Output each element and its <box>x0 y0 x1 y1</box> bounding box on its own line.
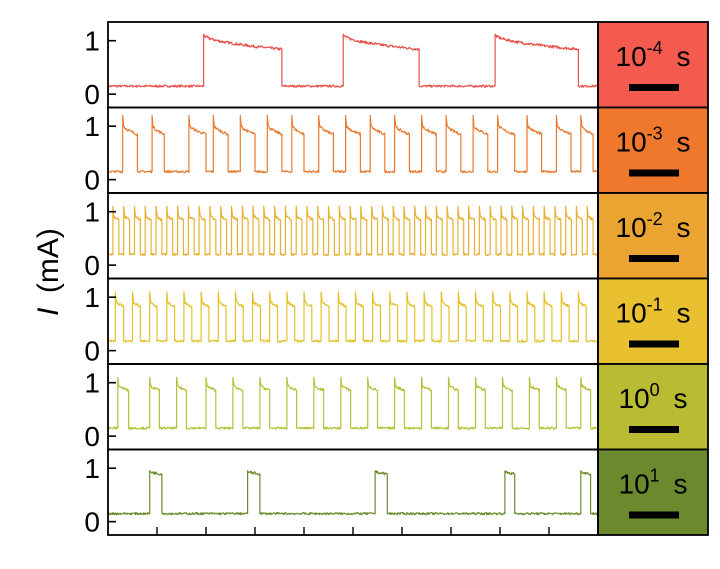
timescale-base: 10 <box>619 383 650 414</box>
plot-frame <box>107 21 599 109</box>
timescale-exponent: -2 <box>647 209 663 229</box>
y-axis-label-symbol: I <box>32 307 65 315</box>
plot-frame <box>107 106 599 194</box>
timescale-panel <box>598 107 708 193</box>
timescale-label: 10-2 s <box>616 209 691 243</box>
series-line <box>107 33 599 88</box>
y-tick-label: 1 <box>84 453 100 484</box>
timescale-panel <box>598 193 708 279</box>
scale-bar <box>629 340 679 348</box>
timescale-label: 100 s <box>619 380 688 414</box>
timescale-panel-frame <box>597 448 709 536</box>
timescale-exponent: -4 <box>647 38 663 58</box>
timescale-label: 10-4 s <box>616 38 691 72</box>
timescale-unit: s <box>669 41 691 72</box>
scale-bar <box>629 255 679 262</box>
scale-bar <box>629 169 679 177</box>
y-tick-label: 1 <box>84 282 100 313</box>
y-tick-label: 0 <box>84 507 100 538</box>
timescale-unit: s <box>666 383 688 414</box>
y-tick-label: 0 <box>84 421 100 452</box>
timescale-panel <box>598 364 708 450</box>
timescale-label: 10-1 s <box>616 295 691 329</box>
series-line <box>107 291 599 343</box>
timescale-panel <box>598 449 708 535</box>
timescale-unit: s <box>666 469 688 500</box>
y-axis-label-unit: (mA) <box>32 228 65 293</box>
y-axis-label: I (mA) <box>32 228 65 316</box>
y-tick-label: 0 <box>84 79 100 110</box>
series-line <box>107 376 599 430</box>
y-tick-label: 1 <box>84 368 100 399</box>
y-tick-label: 0 <box>84 250 100 281</box>
plot-frame <box>107 363 599 451</box>
series-line <box>107 205 599 257</box>
y-tick-label: 1 <box>84 197 100 228</box>
timescale-base: 10 <box>619 469 650 500</box>
timescale-exponent: -1 <box>647 295 663 315</box>
timescale-exponent: 0 <box>650 380 660 400</box>
timescale-unit: s <box>669 298 691 329</box>
series-line <box>107 114 599 174</box>
scale-bar <box>629 84 679 91</box>
timescale-panel <box>598 278 708 364</box>
timescale-base: 10 <box>616 298 647 329</box>
y-tick-label: 0 <box>84 336 100 367</box>
scale-bar <box>629 511 679 519</box>
timescale-base: 10 <box>616 41 647 72</box>
y-tick-label: 1 <box>84 111 100 142</box>
timescale-base: 10 <box>616 212 647 243</box>
timescale-exponent: 1 <box>650 466 660 486</box>
y-tick-label: 0 <box>84 165 100 196</box>
plot-area: 01 10-4 s01 10-3 s01 10-2 s01 10-1 s01 100 s0… <box>84 21 709 538</box>
series-line <box>107 470 599 516</box>
y-tick-label: 1 <box>84 26 100 57</box>
plot-frame <box>107 448 599 536</box>
timescale-base: 10 <box>616 127 647 158</box>
timescale-label: 10-3 s <box>616 124 691 158</box>
timescale-unit: s <box>669 212 691 243</box>
timescale-unit: s <box>669 127 691 158</box>
plot-frame <box>107 192 599 280</box>
timescale-exponent: -3 <box>647 124 663 144</box>
plot-frame <box>107 277 599 365</box>
scale-bar <box>629 426 679 433</box>
timescale-panel <box>598 22 708 108</box>
timescale-label: 101 s <box>619 466 688 500</box>
